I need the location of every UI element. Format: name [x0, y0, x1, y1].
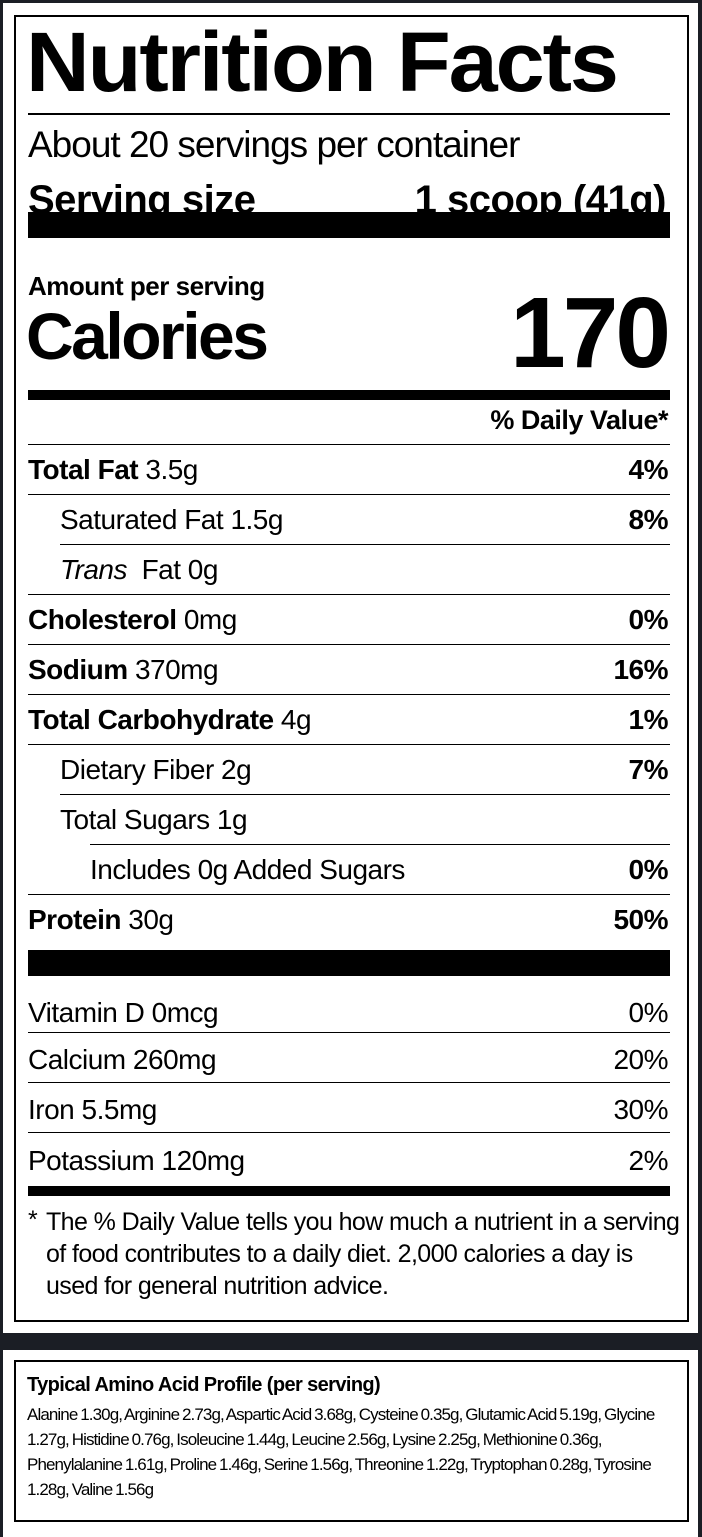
- vitamin-name: Potassium: [28, 1145, 155, 1176]
- vitamin-name: Calcium: [28, 1044, 126, 1075]
- vitamin-row-iron: Iron 5.5mg 30%: [28, 1085, 668, 1135]
- divider: [28, 1082, 670, 1083]
- nutrient-row-cholesterol: Cholesterol 0mg 0%: [28, 595, 669, 645]
- nutrient-name: Cholesterol: [28, 604, 177, 635]
- footnote: The % Daily Value tells you how much a n…: [46, 1208, 680, 1300]
- divider: [28, 1032, 670, 1033]
- nutrient-name: Dietary Fiber: [60, 754, 214, 785]
- amino-acid-list: Alanine 1.30g, Arginine 2.73g, Aspartic …: [27, 1405, 655, 1499]
- nutrient-row-added-sugars: Includes 0g Added Sugars 0%: [28, 845, 669, 895]
- servings-per-container: About 20 servings per container: [28, 124, 520, 165]
- nutrient-row-saturated-fat: Saturated Fat 1.5g 8%: [28, 495, 669, 545]
- nutrient-dv: 7%: [628, 754, 669, 785]
- nutrient-dv: 4%: [628, 454, 669, 485]
- divider: [28, 744, 670, 745]
- vitamin-amount: 0mcg: [151, 997, 219, 1028]
- medium-divider: [28, 390, 670, 400]
- nutrient-name: Includes 0g Added Sugars: [90, 854, 405, 885]
- divider: [28, 1132, 670, 1133]
- vitamin-row-potassium: Potassium 120mg 2%: [28, 1136, 669, 1186]
- divider: [28, 594, 670, 595]
- amino-acid-border: [14, 1360, 689, 1522]
- nutrient-name: Total Carbohydrate: [28, 704, 274, 735]
- nutrient-amount: 2g: [221, 754, 252, 785]
- nutrient-dv: 16%: [613, 654, 668, 685]
- divider: [28, 494, 670, 495]
- nutrient-amount: 30g: [128, 904, 174, 935]
- vitamin-row-vitamin-d: Vitamin D 0mcg 0%: [28, 988, 669, 1038]
- nutrient-dv: 0%: [628, 604, 669, 635]
- nutrient-dv: 8%: [628, 504, 669, 535]
- label-title: Nutrition Facts: [26, 15, 619, 109]
- nutrient-amount: 1.5g: [230, 504, 283, 535]
- vitamin-dv: 0%: [628, 997, 669, 1028]
- nutrient-row-trans-fat: Trans Fat 0g: [28, 545, 668, 595]
- nutrient-name: Trans: [60, 554, 128, 585]
- calories-value: 170: [510, 277, 671, 389]
- thick-divider: [28, 212, 670, 238]
- vitamin-name: Iron: [28, 1094, 75, 1125]
- nutrient-dv: 1%: [628, 704, 669, 735]
- thick-divider: [28, 950, 670, 976]
- calories-label: Calories: [26, 299, 269, 373]
- nutrient-amount: Fat 0g: [141, 554, 219, 585]
- nutrient-amount: 370mg: [134, 654, 219, 685]
- divider: [28, 444, 670, 445]
- vitamin-dv: 30%: [613, 1094, 668, 1125]
- amino-acid-title: Typical Amino Acid Profile (per serving): [27, 1374, 381, 1396]
- divider: [60, 794, 670, 795]
- divider: [28, 113, 670, 115]
- nutrient-name: Total Sugars: [60, 804, 210, 835]
- vitamin-amount: 120mg: [161, 1145, 246, 1176]
- divider: [28, 694, 670, 695]
- daily-value-header: % Daily Value*: [490, 405, 668, 435]
- nutrient-row-dietary-fiber: Dietary Fiber 2g 7%: [28, 745, 669, 795]
- nutrient-dv: 50%: [613, 904, 668, 935]
- vitamin-name: Vitamin D: [28, 997, 145, 1028]
- nutrient-name: Protein: [28, 904, 121, 935]
- vitamin-dv: 20%: [613, 1044, 668, 1075]
- divider: [28, 894, 670, 895]
- nutrient-name: Total Fat: [28, 454, 139, 485]
- footnote-marker: *: [28, 1206, 38, 1234]
- nutrition-facts-border: [14, 15, 689, 1322]
- divider: [60, 544, 670, 545]
- divider: [28, 644, 670, 645]
- nutrient-amount: 4g: [280, 704, 312, 735]
- nutrient-dv: 0%: [628, 854, 669, 885]
- nutrient-amount: 0mg: [183, 604, 237, 635]
- nutrient-amount: 3.5g: [145, 454, 198, 485]
- vitamin-amount: 260mg: [132, 1044, 217, 1075]
- vitamin-dv: 2%: [628, 1145, 669, 1176]
- nutrient-amount: 1g: [216, 804, 248, 835]
- nutrient-row-total-sugars: Total Sugars 1g: [28, 795, 668, 845]
- nutrient-name: Sodium: [28, 654, 128, 685]
- nutrient-row-protein: Protein 30g 50%: [28, 895, 668, 945]
- nutrient-name: Saturated Fat: [60, 504, 224, 535]
- divider: [90, 844, 670, 845]
- vitamin-amount: 5.5mg: [81, 1094, 158, 1125]
- nutrient-row-sodium: Sodium 370mg 16%: [28, 645, 668, 695]
- medium-divider: [28, 1186, 670, 1196]
- vitamin-row-calcium: Calcium 260mg 20%: [28, 1035, 668, 1085]
- nutrient-row-total-carbohydrate: Total Carbohydrate 4g 1%: [28, 695, 669, 745]
- nutrient-row-total-fat: Total Fat 3.5g 4%: [28, 445, 669, 495]
- amount-per-serving: Amount per serving: [28, 271, 265, 301]
- amino-acid-panel: Typical Amino Acid Profile (per serving)…: [3, 1350, 698, 1537]
